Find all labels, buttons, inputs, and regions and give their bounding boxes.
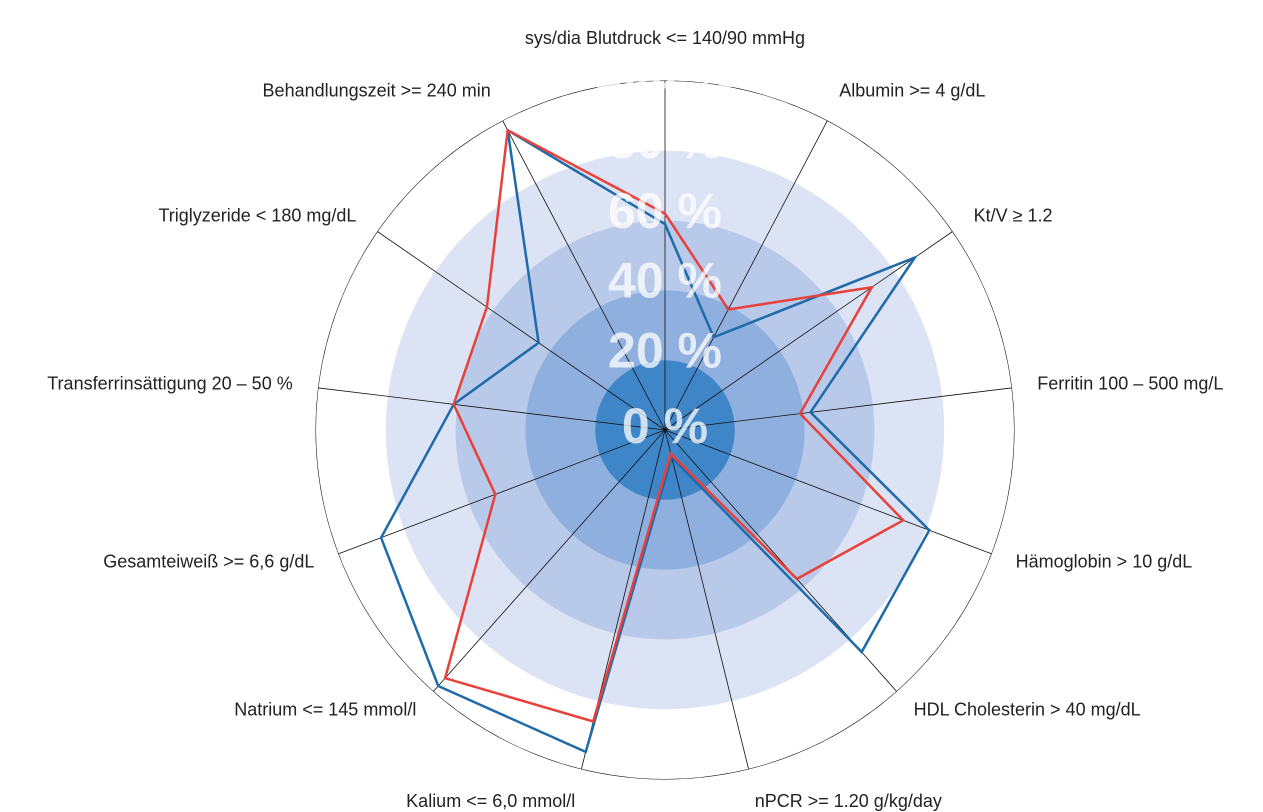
- axis-spoke: [664, 231, 953, 431]
- axis-spoke: [664, 120, 828, 431]
- axis-spoke: [318, 387, 666, 431]
- category-label: Triglyzeride < 180 mg/dL: [158, 206, 356, 226]
- category-label: sys/dia Blutdruck <= 140/90 mmHg: [525, 28, 805, 48]
- category-label: Gesamteiweiß >= 6,6 g/dL: [103, 552, 314, 572]
- category-label: Ferritin 100 – 500 mg/L: [1037, 374, 1223, 394]
- category-label: HDL Cholesterin > 40 mg/dL: [914, 699, 1141, 719]
- category-label: Kt/V ≥ 1.2: [974, 206, 1053, 226]
- category-label: Kalium <= 6,0 mmol/l: [406, 791, 575, 811]
- category-label: Transferrinsättigung 20 – 50 %: [47, 374, 292, 394]
- series-line: [443, 128, 906, 723]
- category-label: Albumin >= 4 g/dL: [839, 81, 985, 101]
- axis-spoke: [502, 120, 666, 431]
- ring-label: 0 %: [622, 398, 708, 454]
- category-label: Natrium <= 145 mmol/l: [234, 699, 416, 719]
- axis-spoke: [664, 429, 749, 769]
- axis-spoke: [377, 231, 666, 431]
- axis-spoke: [433, 429, 666, 692]
- ring-label: 40 %: [608, 253, 722, 309]
- ring-label: 60 %: [608, 183, 722, 239]
- series-line: [379, 127, 931, 754]
- axis-spoke: [664, 429, 992, 555]
- axis-spoke: [338, 429, 666, 555]
- ring-label: 80 %: [608, 113, 722, 169]
- ring-label: 100 %: [594, 43, 736, 99]
- axis-spoke: [664, 387, 1012, 431]
- category-label: Behandlungszeit >= 240 min: [263, 81, 491, 101]
- category-label: nPCR >= 1.20 g/kg/day: [755, 791, 942, 811]
- ring-label: 20 %: [608, 322, 722, 378]
- category-label: Hämoglobin > 10 g/dL: [1016, 552, 1193, 572]
